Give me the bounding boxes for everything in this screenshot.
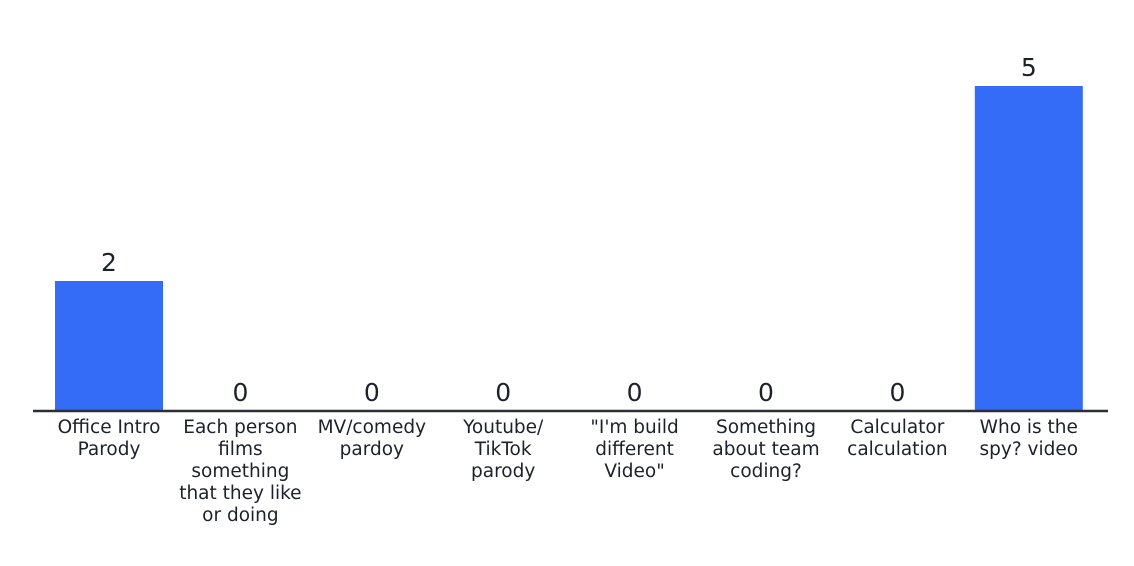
x-tick-label: Each person films something that they li… [179, 417, 302, 526]
x-tick-label: Youtube/ TikTok parody [463, 417, 544, 482]
bar-value-label: 5 [1021, 53, 1037, 82]
bar-value-label: 0 [232, 378, 248, 407]
bar [974, 86, 1083, 411]
bar-value-label: 0 [758, 378, 774, 407]
bar-value-label: 0 [364, 378, 380, 407]
x-tick-label: "I'm build different Video" [590, 417, 679, 482]
bar-value-label: 0 [495, 378, 511, 407]
bar-value-label: 2 [101, 248, 117, 277]
x-tick-label: Office Intro Parody [57, 417, 161, 460]
bar-value-label: 0 [627, 378, 643, 407]
x-tick-label: Calculator calculation [847, 417, 948, 460]
bar-value-label: 0 [889, 378, 905, 407]
x-tick-label: Who is the spy? video [979, 417, 1079, 460]
x-tick-label: MV/comedy pardoy [317, 417, 427, 460]
x-tick-label: Something about team coding? [712, 417, 820, 482]
bar [55, 281, 163, 411]
